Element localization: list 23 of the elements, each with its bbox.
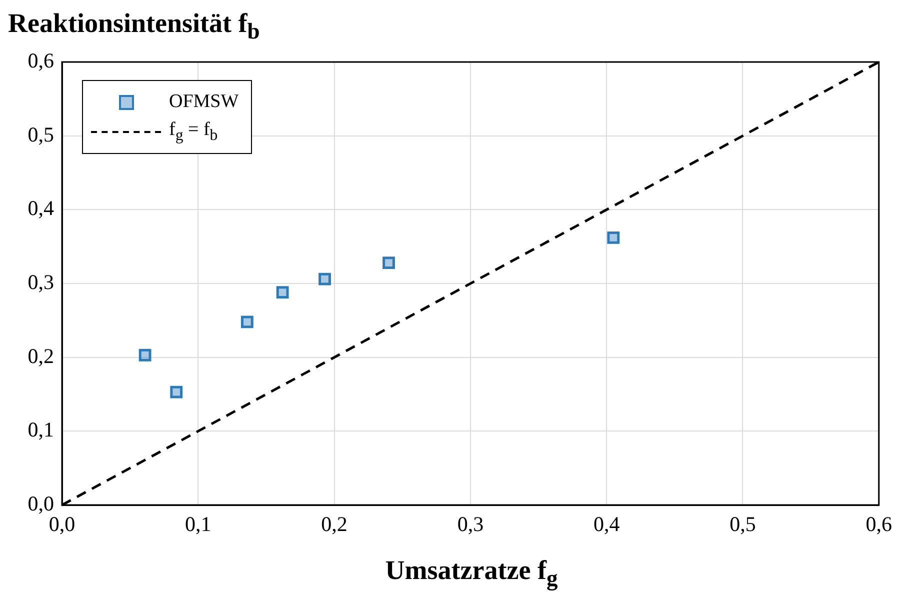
point: [138, 348, 152, 362]
x-tick-label: 0,4: [593, 512, 620, 536]
y-tick-label: 0,4: [28, 196, 54, 220]
point: [318, 272, 331, 286]
legend-label: OFMSW: [169, 91, 239, 113]
x-tick-label: 0,5: [730, 512, 756, 536]
x-tick-label: 0,3: [457, 512, 484, 536]
point: [240, 316, 254, 328]
point: [607, 232, 620, 244]
x-tick-label: 0,1: [185, 512, 212, 536]
x-tick-label: 0,2: [321, 512, 348, 536]
y-tick-label: 0,1: [28, 418, 54, 442]
y-tick-label: 0,2: [28, 344, 54, 368]
legend-label: f$_{g}$ = f$_{b}$: [169, 119, 218, 145]
point: [382, 256, 395, 270]
x-axis-title: Umsatzratze f$_{g}$: [384, 554, 559, 591]
point: [170, 386, 183, 398]
y-tick-label: 0,6: [28, 48, 54, 73]
y-axis-title: Reaktionsintensität f$_{b}$: [8, 8, 260, 44]
y-tick-label: 0,3: [28, 270, 54, 294]
point: [276, 286, 289, 299]
y-tick-label: 0,5: [28, 122, 54, 146]
x-tick-label: 0,6: [866, 512, 892, 536]
